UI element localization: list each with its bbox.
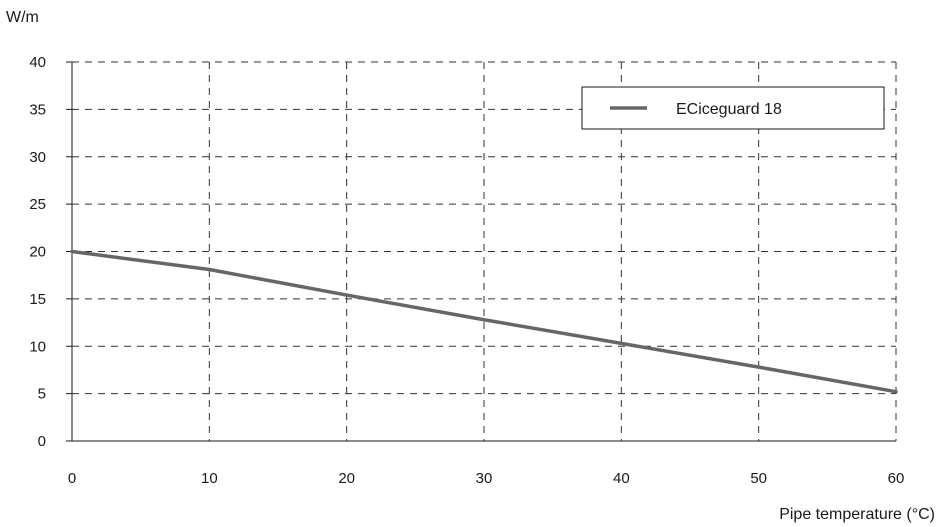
- y-tick-label: 15: [29, 291, 46, 308]
- y-tick-label: 30: [29, 149, 46, 166]
- y-tick-label: 25: [29, 196, 46, 213]
- legend: ECiceguard 18: [581, 86, 885, 130]
- series: [70, 249, 898, 394]
- y-axis-label: W/m: [6, 9, 39, 26]
- tick-labels: 0 5 10 15 20 25 30 35 40 0 10 20 30 40 50 60: [29, 54, 904, 487]
- y-tick-label: 35: [29, 101, 46, 118]
- y-tick-label: 5: [38, 386, 46, 403]
- x-tick-label: 30: [476, 470, 493, 487]
- x-tick-label: 0: [68, 470, 76, 487]
- y-tick-label: 40: [29, 54, 46, 71]
- y-tick-label: 10: [29, 338, 46, 355]
- x-tick-label: 10: [201, 470, 218, 487]
- x-tick-label: 40: [613, 470, 630, 487]
- x-axis-label: Pipe temperature (°C): [779, 506, 935, 523]
- y-tick-label: 20: [29, 244, 46, 261]
- x-tick-label: 60: [888, 470, 905, 487]
- x-tick-label: 50: [750, 470, 767, 487]
- legend-label: ECiceguard 18: [676, 101, 782, 118]
- y-tick-label: 0: [38, 433, 46, 450]
- x-tick-label: 20: [338, 470, 355, 487]
- grid: [72, 61, 897, 441]
